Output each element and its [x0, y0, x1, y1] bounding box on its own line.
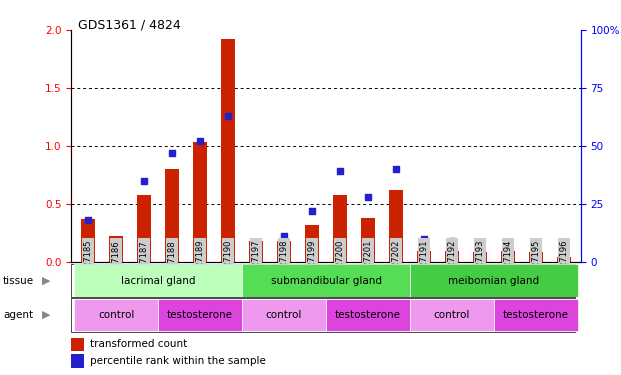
Text: agent: agent: [3, 310, 34, 320]
Text: lacrimal gland: lacrimal gland: [121, 276, 196, 285]
Bar: [417, 251, 431, 262]
Point: [335, 168, 345, 174]
Bar: [137, 195, 151, 262]
Bar: [75, 299, 158, 331]
Point: [419, 236, 429, 242]
Bar: [305, 225, 319, 262]
Bar: [410, 264, 578, 297]
Bar: [473, 252, 487, 262]
Point: [167, 150, 177, 156]
Text: GSM27200: GSM27200: [335, 240, 345, 285]
Point: [475, 243, 485, 249]
Bar: [389, 190, 403, 262]
Text: GSM27194: GSM27194: [504, 240, 512, 285]
Text: control: control: [433, 310, 470, 320]
Bar: [249, 241, 263, 262]
Bar: [410, 299, 494, 331]
Point: [139, 178, 149, 184]
Bar: [557, 257, 571, 262]
Point: [447, 238, 457, 244]
Text: GSM27195: GSM27195: [532, 240, 540, 285]
Text: testosterone: testosterone: [167, 310, 233, 320]
Bar: [501, 251, 515, 262]
Bar: [165, 169, 179, 262]
Bar: [221, 39, 235, 262]
Text: GSM27185: GSM27185: [84, 240, 93, 285]
Text: GSM27189: GSM27189: [196, 240, 204, 285]
Text: GSM27199: GSM27199: [307, 240, 317, 285]
Point: [251, 240, 261, 246]
Text: GSM27188: GSM27188: [168, 240, 176, 285]
Bar: [242, 264, 410, 297]
Text: GSM27201: GSM27201: [363, 240, 373, 285]
Bar: [158, 299, 242, 331]
Point: [363, 194, 373, 200]
Text: GSM27196: GSM27196: [560, 240, 568, 285]
Text: GSM27193: GSM27193: [476, 240, 484, 285]
Bar: [71, 354, 84, 368]
Bar: [333, 195, 347, 262]
Text: GDS1361 / 4824: GDS1361 / 4824: [78, 19, 180, 32]
Point: [503, 240, 513, 246]
Point: [223, 113, 233, 119]
Point: [531, 240, 541, 246]
Text: GSM27202: GSM27202: [391, 240, 401, 285]
Point: [279, 233, 289, 239]
Bar: [361, 218, 375, 262]
Text: tissue: tissue: [3, 276, 34, 285]
Point: [391, 166, 401, 172]
Bar: [75, 264, 242, 297]
Text: GSM27190: GSM27190: [224, 240, 233, 285]
Bar: [81, 219, 95, 262]
Bar: [71, 338, 84, 351]
Text: testosterone: testosterone: [335, 310, 401, 320]
Text: GSM27186: GSM27186: [112, 240, 120, 285]
Bar: [445, 251, 459, 262]
Text: ▶: ▶: [42, 276, 51, 285]
Text: GSM27198: GSM27198: [279, 240, 289, 285]
Text: submandibular gland: submandibular gland: [271, 276, 381, 285]
Point: [195, 138, 205, 144]
Text: percentile rank within the sample: percentile rank within the sample: [90, 356, 266, 366]
Text: control: control: [266, 310, 302, 320]
Bar: [193, 142, 207, 262]
Point: [111, 247, 121, 253]
Text: GSM27197: GSM27197: [252, 240, 261, 285]
Text: testosterone: testosterone: [503, 310, 569, 320]
Point: [559, 245, 569, 251]
Text: GSM27191: GSM27191: [419, 240, 428, 285]
Text: control: control: [98, 310, 134, 320]
Bar: [529, 252, 543, 262]
Text: GSM27187: GSM27187: [140, 240, 148, 285]
Point: [307, 208, 317, 214]
Bar: [326, 299, 410, 331]
Text: ▶: ▶: [42, 310, 51, 320]
Text: meibomian gland: meibomian gland: [448, 276, 540, 285]
Text: transformed count: transformed count: [90, 339, 187, 349]
Text: GSM27192: GSM27192: [448, 240, 456, 285]
Bar: [109, 236, 123, 262]
Bar: [277, 241, 291, 262]
Bar: [242, 299, 326, 331]
Point: [83, 217, 93, 223]
Bar: [494, 299, 578, 331]
